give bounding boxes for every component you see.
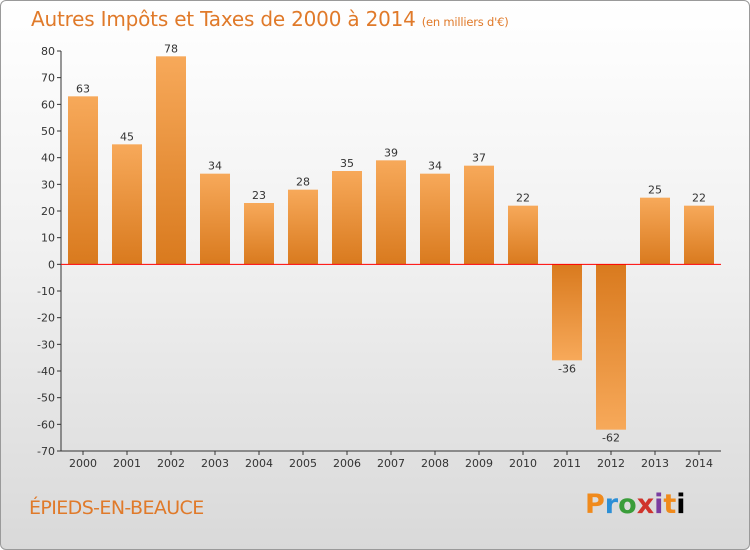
bar xyxy=(552,264,582,361)
bar xyxy=(684,205,714,265)
data-label: 37 xyxy=(472,152,486,165)
logo-letter: i xyxy=(654,489,664,520)
data-label: 35 xyxy=(340,157,354,170)
y-tick-label: -60 xyxy=(37,418,55,431)
logo-letter: i xyxy=(676,489,686,520)
logo-letter: P xyxy=(585,489,605,520)
data-label: 45 xyxy=(120,130,134,143)
x-tick-label: 2003 xyxy=(201,457,229,470)
x-tick-label: 2010 xyxy=(509,457,537,470)
data-label: 34 xyxy=(428,160,442,173)
x-tick-label: 2014 xyxy=(685,457,713,470)
y-tick-label: 20 xyxy=(41,205,55,218)
bar xyxy=(156,56,186,265)
data-label: -62 xyxy=(602,432,620,445)
x-tick-label: 2013 xyxy=(641,457,669,470)
logo-letter: r xyxy=(604,489,619,520)
y-tick-label: -10 xyxy=(37,285,55,298)
data-label: 22 xyxy=(692,192,706,205)
bar xyxy=(244,203,274,265)
x-tick-label: 2001 xyxy=(113,457,141,470)
bar xyxy=(464,165,494,265)
chart-subtitle: (en milliers d'€) xyxy=(421,15,509,29)
y-tick-label: 0 xyxy=(48,258,55,271)
data-label: -36 xyxy=(558,362,576,375)
x-tick-label: 2009 xyxy=(465,457,493,470)
y-tick-label: 10 xyxy=(41,232,55,245)
x-tick-label: 2012 xyxy=(597,457,625,470)
y-tick-label: 40 xyxy=(41,152,55,165)
bar xyxy=(640,197,670,265)
x-tick-label: 2006 xyxy=(333,457,361,470)
data-label: 28 xyxy=(296,176,310,189)
bar xyxy=(420,173,450,265)
x-tick-label: 2002 xyxy=(157,457,185,470)
chart-title-text: Autres Impôts et Taxes de 2000 à 2014 xyxy=(31,7,416,31)
bar xyxy=(508,205,538,265)
data-label: 39 xyxy=(384,146,398,159)
data-label: 22 xyxy=(516,192,530,205)
y-tick-label: 50 xyxy=(41,125,55,138)
data-label: 23 xyxy=(252,189,266,202)
logo-letter: x xyxy=(636,489,655,520)
y-tick-label: -40 xyxy=(37,365,55,378)
y-tick-label: 30 xyxy=(41,178,55,191)
logo-letter: o xyxy=(618,489,637,520)
y-tick-label: -20 xyxy=(37,312,55,325)
bar xyxy=(112,144,142,265)
chart-title: Autres Impôts et Taxes de 2000 à 2014 (en… xyxy=(31,7,509,31)
y-tick-label: -30 xyxy=(37,338,55,351)
x-tick-label: 2000 xyxy=(69,457,97,470)
commune-name: ÉPIEDS-EN-BEAUCE xyxy=(29,497,204,519)
data-label: 34 xyxy=(208,160,222,173)
y-tick-label: 80 xyxy=(41,45,55,58)
y-tick-label: -70 xyxy=(37,445,55,458)
y-tick-label: 70 xyxy=(41,72,55,85)
bar xyxy=(200,173,230,265)
data-label: 25 xyxy=(648,184,662,197)
data-label: 63 xyxy=(76,82,90,95)
x-tick-label: 2011 xyxy=(553,457,581,470)
x-tick-label: 2007 xyxy=(377,457,405,470)
y-tick-label: -50 xyxy=(37,392,55,405)
bar xyxy=(68,96,98,265)
x-tick-label: 2005 xyxy=(289,457,317,470)
proxiti-logo: Proxiti xyxy=(585,489,686,520)
data-label: 78 xyxy=(164,42,178,55)
logo-letter: t xyxy=(663,489,677,520)
bar xyxy=(596,264,626,430)
bar xyxy=(376,160,406,265)
x-tick-label: 2004 xyxy=(245,457,273,470)
bar xyxy=(332,171,362,265)
bar xyxy=(288,189,318,265)
x-tick-label: 2008 xyxy=(421,457,449,470)
y-tick-label: 60 xyxy=(41,98,55,111)
